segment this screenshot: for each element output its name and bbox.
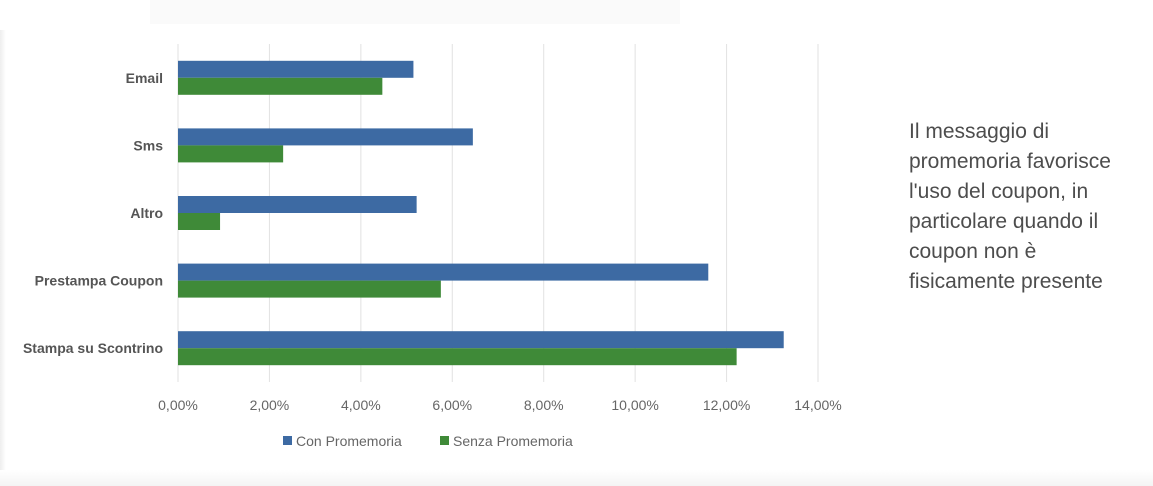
note-text: Il messaggio di promemoria favorisce l'u… [909,120,1111,293]
category-label: Email [126,70,163,86]
legend-label-senza-promemoria: Senza Promemoria [453,433,573,449]
bar-senza-promemoria [178,280,441,298]
category-label: Prestampa Coupon [35,273,163,289]
x-tick-label: 2,00% [250,397,290,413]
grid-lines [177,44,819,382]
x-tick-labels: 0,00% 2,00% 4,00% 6,00% 8,00% 10,00% 12,00% 14,… [158,397,842,413]
x-tick-label: 0,00% [158,397,198,413]
top-strip [150,0,680,24]
bar-senza-promemoria [178,77,383,95]
legend-swatch-con-promemoria [283,436,292,445]
bar-con-promemoria [178,331,784,349]
bar-senza-promemoria [178,213,221,230]
bars [178,60,784,366]
legend: Con Promemoria Senza Promemoria [283,433,573,449]
bar-senza-promemoria [178,145,284,163]
legend-swatch-senza-promemoria [440,436,449,445]
x-tick-label: 14,00% [794,397,841,413]
bottom-fade [0,470,1153,486]
category-label: Stampa su Scontrino [23,340,163,356]
bar-con-promemoria [178,60,414,78]
category-labels: Email Sms Altro Prestampa Coupon Stampa su S… [23,70,163,356]
category-label: Altro [130,205,163,221]
bar-con-promemoria [178,196,417,213]
legend-label-con-promemoria: Con Promemoria [296,433,402,449]
x-tick-label: 8,00% [524,397,564,413]
left-edge-shadow [0,30,6,486]
bar-con-promemoria [178,128,473,146]
x-tick-label: 6,00% [432,397,472,413]
bar-senza-promemoria [178,348,737,366]
x-tick-label: 12,00% [703,397,750,413]
category-label: Sms [133,137,163,153]
bar-con-promemoria [178,263,709,281]
x-tick-label: 10,00% [611,397,658,413]
x-tick-label: 4,00% [341,397,381,413]
